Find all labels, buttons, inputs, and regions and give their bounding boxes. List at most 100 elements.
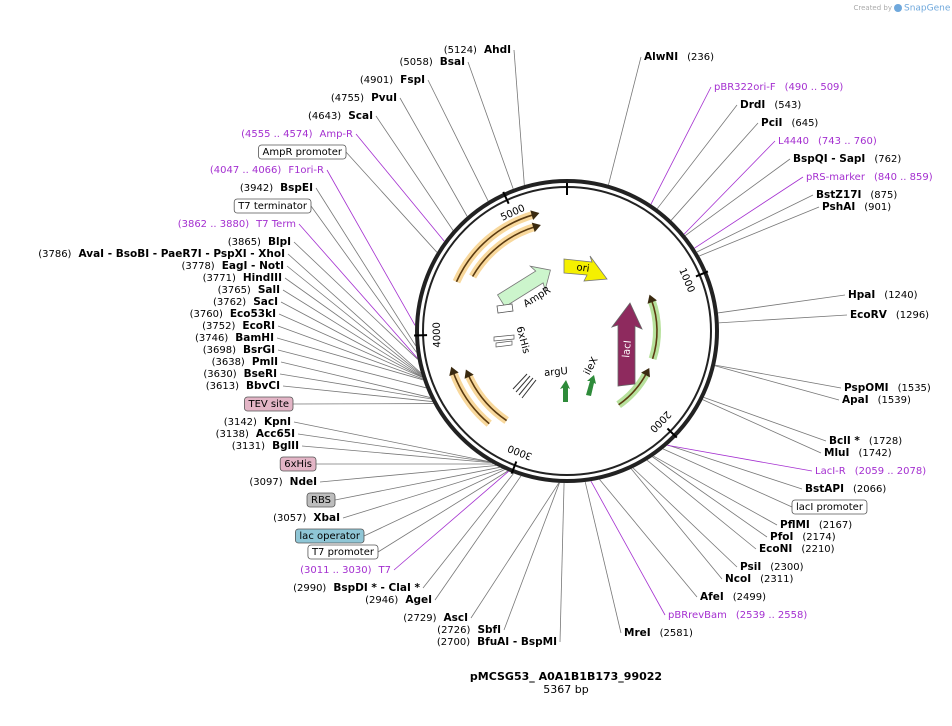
- leader-line: [284, 277, 422, 376]
- hatch: [512, 373, 537, 399]
- small-arrow: [496, 303, 514, 314]
- leader-line: [702, 399, 822, 454]
- arc-head: [647, 294, 657, 304]
- site-position: (3131): [232, 441, 265, 452]
- leader-line: [696, 194, 814, 253]
- site-position: (3638): [212, 357, 245, 368]
- arc-head: [464, 369, 474, 379]
- arc-head: [530, 210, 540, 221]
- site-name: BseRI: [244, 368, 277, 380]
- site-name: BstZ17I: [816, 189, 861, 201]
- site-name: MluI: [824, 447, 849, 459]
- leader-line: [715, 364, 842, 389]
- site-name: BamHI: [235, 332, 274, 344]
- logo: [894, 4, 902, 12]
- leader-line: [422, 473, 514, 589]
- site-position: (3942): [240, 183, 273, 194]
- ring-tick: [510, 461, 518, 474]
- site-name: PciI: [761, 117, 782, 129]
- primer-name: Amp-R: [320, 129, 354, 140]
- site-name: PshAI: [822, 201, 855, 213]
- leader-line: [630, 468, 723, 580]
- site-position: (3786): [38, 249, 71, 260]
- credit-prefix: Created by: [853, 4, 892, 12]
- site-name: PsiI: [740, 561, 761, 573]
- site-position: (1240): [884, 290, 917, 301]
- site-name: EagI - NotI: [222, 260, 284, 272]
- site-position: (4643): [308, 111, 341, 122]
- site-position: (2726): [437, 625, 470, 636]
- site-name: EcoNI: [759, 543, 792, 555]
- site-name: AvaI - BsoBI - PaeR7I - PspXI - XhoI: [78, 248, 285, 260]
- site-position: (2581): [660, 628, 693, 639]
- site-name: BsrGI: [243, 344, 275, 356]
- leader-line: [277, 325, 423, 380]
- leader-line: [315, 187, 417, 347]
- site-name: AfeI: [700, 591, 724, 603]
- site-name: BbvCI: [246, 380, 280, 392]
- site-name: SacI: [253, 296, 278, 308]
- site-position: (490 .. 509): [785, 82, 844, 93]
- site-name: PspOMI: [844, 382, 889, 394]
- ring-inner: [422, 186, 712, 476]
- primer-name: pBRrevBam: [668, 610, 727, 621]
- feature-label: ileX: [582, 355, 600, 377]
- ampr-arrow: [496, 265, 551, 308]
- feature-arc: [618, 372, 648, 406]
- his-mark: [493, 334, 515, 342]
- map-length: 5367 bp: [543, 683, 588, 696]
- site-name: HindIII: [243, 272, 282, 284]
- site-position: (5058): [399, 57, 432, 68]
- feature-box-label: T7 promoter: [311, 547, 375, 558]
- site-position: (901): [864, 202, 891, 213]
- leader-line: [277, 349, 427, 389]
- site-name: BlpI: [268, 236, 291, 248]
- site-name: ApaI: [842, 394, 869, 406]
- leader-line: [298, 223, 418, 359]
- leader-line: [685, 158, 791, 236]
- feature-box-label: AmpR promoter: [263, 147, 343, 158]
- leader-line: [632, 467, 738, 568]
- site-position: (4555 .. 4574): [241, 129, 313, 140]
- leader-line: [287, 253, 422, 374]
- feature-box: [791, 499, 868, 515]
- leader-line: [470, 482, 560, 619]
- site-name: EcoRI: [242, 320, 275, 332]
- leader-line: [670, 122, 759, 221]
- leader-line: [694, 176, 804, 249]
- feature-label: lacI: [621, 340, 634, 358]
- ring-tick-label: 4000: [432, 322, 444, 348]
- leader-line: [293, 421, 490, 463]
- argu-arrow: [560, 380, 570, 402]
- site-position: (5124): [444, 45, 477, 56]
- site-position: (2539 .. 2558): [736, 610, 808, 621]
- feature-box: [279, 456, 317, 472]
- leader-line: [355, 133, 445, 242]
- ring-tick-label: 1000: [676, 267, 696, 295]
- leader-line: [276, 337, 424, 381]
- leader-line: [699, 206, 820, 257]
- site-name: BclI *: [829, 435, 860, 447]
- leader-line: [718, 314, 848, 324]
- leader-line: [282, 385, 433, 402]
- leader-line: [667, 444, 803, 490]
- leader-line: [375, 115, 454, 231]
- site-name: DrdI: [740, 99, 765, 111]
- site-position: (236): [687, 52, 714, 63]
- arc-head: [641, 367, 650, 378]
- leader-line: [393, 471, 509, 571]
- ring-tick: [502, 191, 510, 205]
- leader-line: [599, 479, 698, 598]
- leader-line: [282, 289, 423, 377]
- feature-box: [306, 492, 336, 508]
- feature-box-label: lac operator: [299, 531, 360, 542]
- laci-arrow: [610, 302, 643, 387]
- feature-box-label: 6xHis: [284, 459, 312, 470]
- site-position: (762): [874, 154, 901, 165]
- leader-line: [559, 482, 565, 643]
- site-name: HpaI: [848, 289, 875, 301]
- site-position: (1728): [869, 436, 902, 447]
- site-position: (645): [791, 118, 818, 129]
